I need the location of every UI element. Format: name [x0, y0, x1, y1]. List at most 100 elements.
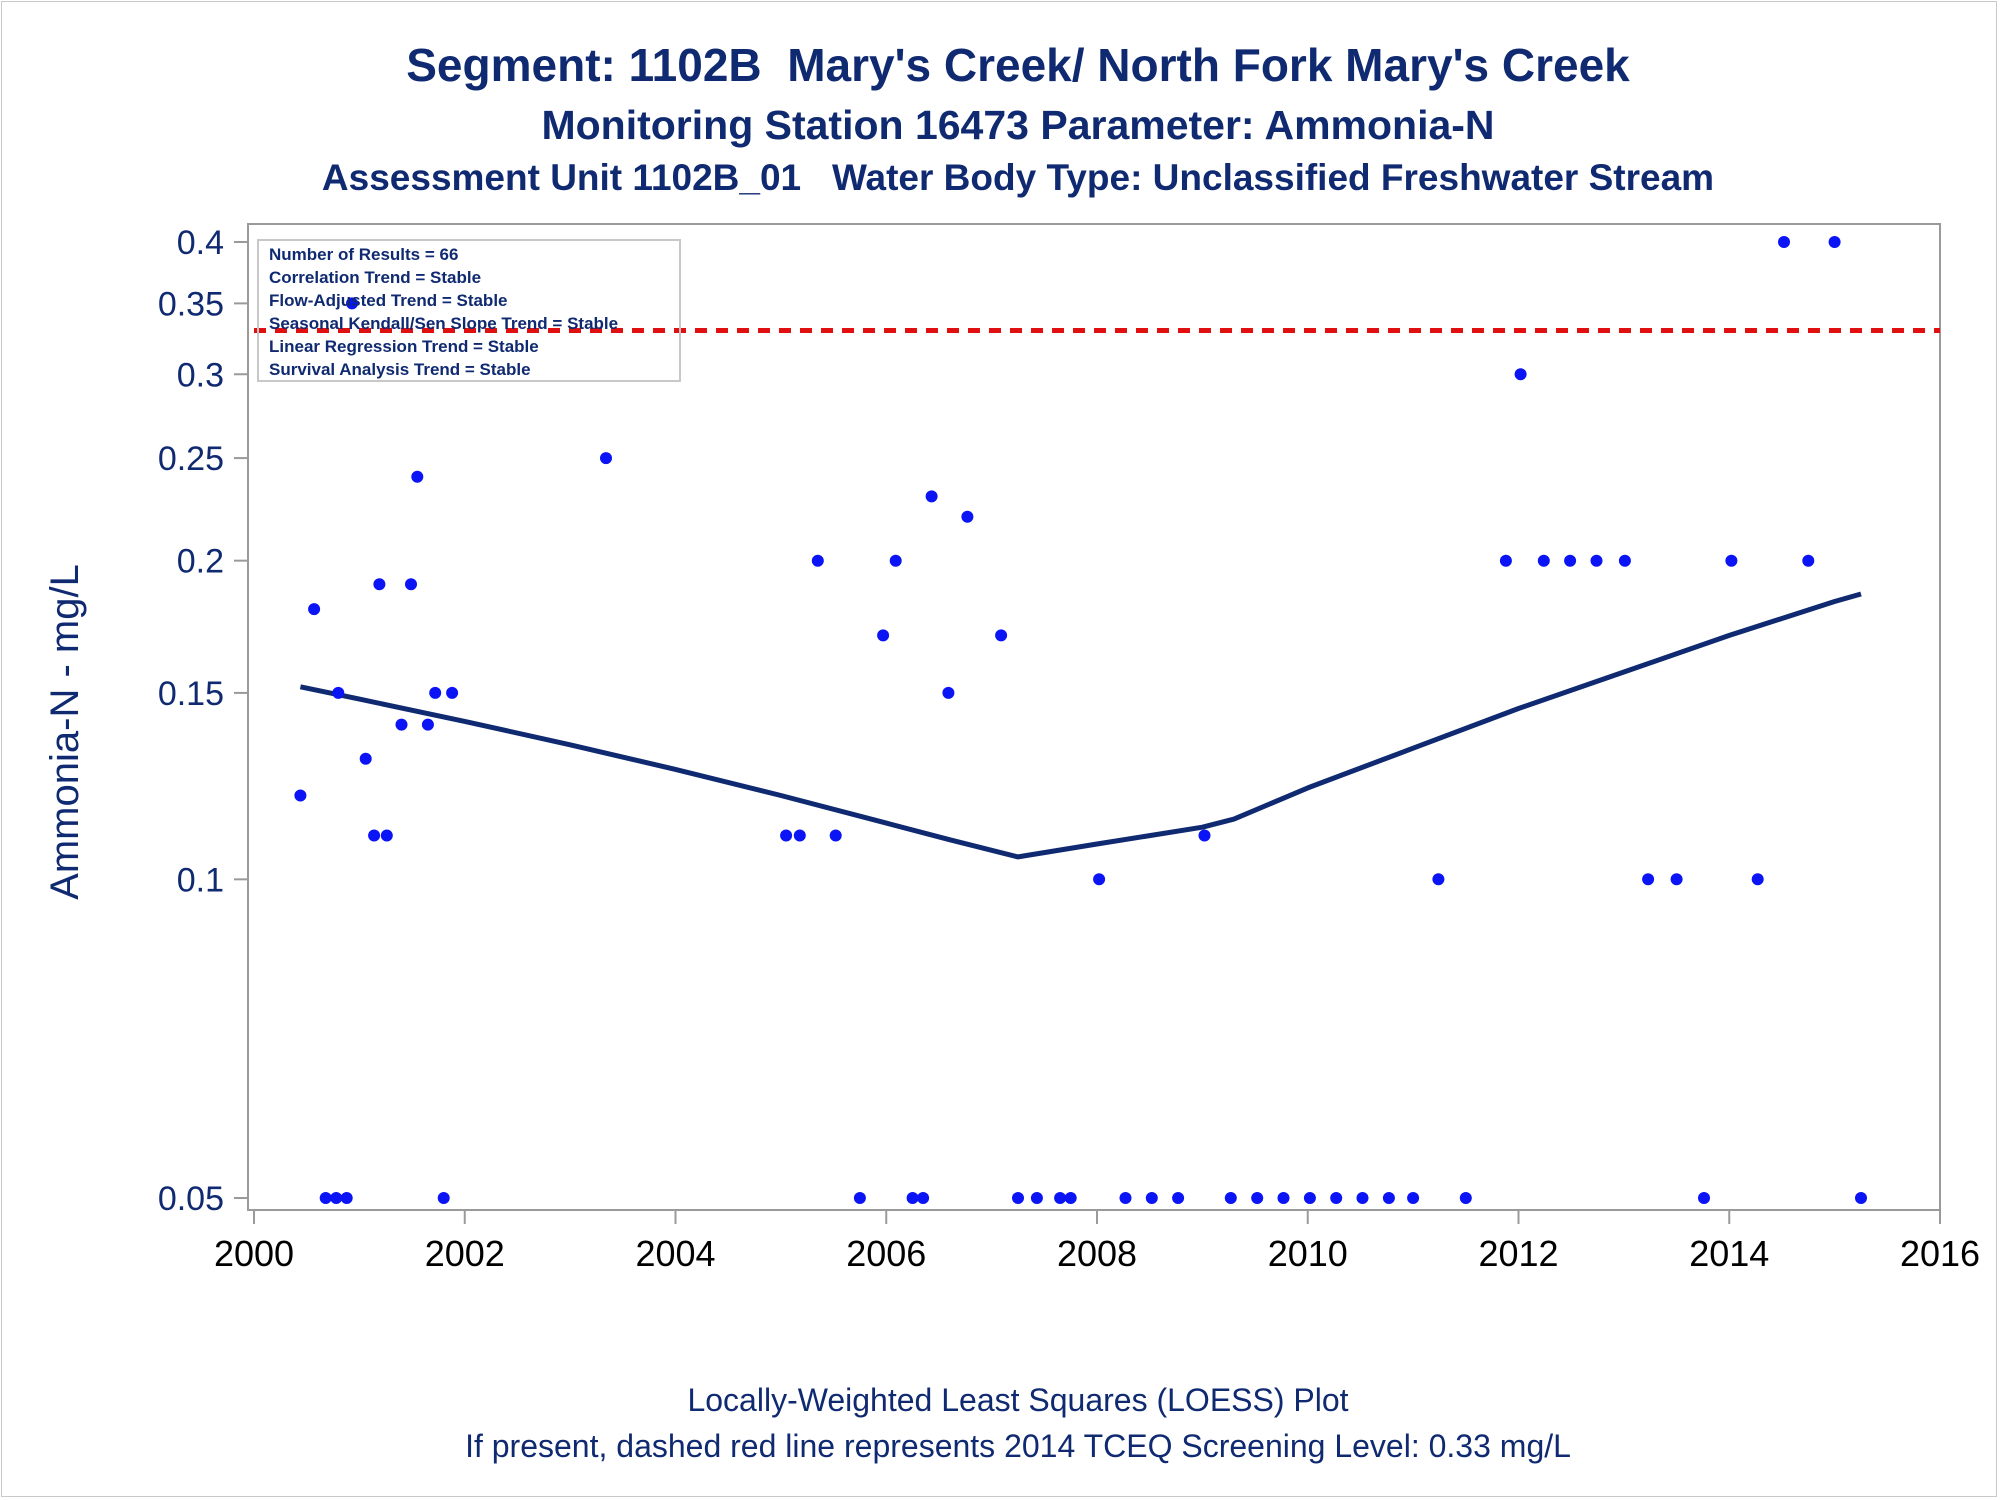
data-point [1670, 873, 1683, 886]
data-point [1564, 554, 1577, 567]
data-point [437, 1192, 450, 1204]
y-tick-label: 0.2 [177, 543, 224, 581]
stats-line: Linear Regression Trend = Stable [269, 337, 539, 356]
x-tick-label: 2014 [1689, 1233, 1769, 1274]
data-point [1224, 1192, 1237, 1204]
data-point [877, 629, 890, 642]
data-point [1802, 554, 1815, 567]
data-point [1119, 1192, 1132, 1204]
x-tick-label: 2006 [846, 1233, 926, 1274]
data-point [421, 718, 434, 731]
data-point [1828, 236, 1841, 248]
data-point [942, 686, 955, 699]
data-point [1277, 1192, 1290, 1204]
data-point [995, 629, 1008, 642]
data-point [1590, 554, 1603, 567]
stats-box: Number of Results = 66 Correlation Trend … [257, 239, 681, 382]
y-tick-label: 0.1 [177, 861, 224, 899]
data-point [1054, 1192, 1067, 1204]
data-point [1459, 1192, 1472, 1204]
data-point [1251, 1192, 1264, 1204]
stats-line: Survival Analysis Trend = Stable [269, 360, 531, 379]
stats-line: Number of Results = 66 [269, 245, 458, 264]
data-point [429, 686, 442, 699]
x-axis: 2000 2002 2004 2006 2008 2010 2012 2014 2016 [214, 1210, 1980, 1274]
data-point [1198, 829, 1211, 842]
y-axis: 0.05 0.1 0.15 0.2 0.25 0.3 0.35 0.4 [158, 224, 248, 1218]
chart-subtitle-station: Monitoring Station 16473 Parameter: Ammo… [541, 102, 1495, 148]
y-tick-label: 0.05 [158, 1180, 224, 1218]
data-point [780, 829, 793, 842]
data-point [373, 578, 386, 591]
data-point [829, 829, 842, 842]
data-point [1514, 368, 1527, 381]
chart-subtitle-assessment: Assessment Unit 1102B_01 Water Body Type… [321, 157, 1715, 198]
data-point [889, 554, 902, 567]
x-tick-label: 2016 [1900, 1233, 1980, 1274]
x-tick-label: 2010 [1268, 1233, 1348, 1274]
data-point [1855, 1192, 1867, 1204]
data-points-layer [294, 236, 1867, 1204]
data-point [368, 829, 381, 842]
data-point [925, 490, 938, 503]
footnote-screening-level: If present, dashed red line represents 2… [465, 1428, 1571, 1464]
x-tick-label: 2004 [635, 1233, 715, 1274]
data-point [1432, 873, 1445, 886]
data-point [1172, 1192, 1185, 1204]
x-tick-label: 2012 [1478, 1233, 1558, 1274]
chart-title: Segment: 1102B Mary's Creek/ North Fork … [406, 39, 1630, 91]
stats-line: Correlation Trend = Stable [269, 268, 481, 287]
data-point [395, 718, 408, 731]
data-point [308, 603, 321, 616]
stats-line: Seasonal Kendall/Sen Slope Trend = Stabl… [269, 314, 618, 333]
y-tick-label: 0.15 [158, 675, 224, 713]
data-point [411, 470, 424, 483]
footnote-loess: Locally-Weighted Least Squares (LOESS) P… [687, 1382, 1349, 1418]
data-point [1064, 1192, 1077, 1204]
data-point [1642, 873, 1655, 886]
data-point [346, 297, 358, 310]
plot-area [247, 223, 1941, 1211]
y-tick-label: 0.4 [177, 224, 224, 262]
loess-line [299, 591, 1862, 860]
data-point [1537, 554, 1550, 567]
x-tick-label: 2002 [425, 1233, 505, 1274]
data-point [1407, 1192, 1420, 1204]
data-point [405, 578, 417, 591]
data-point [1030, 1192, 1043, 1204]
y-tick-label: 0.35 [158, 285, 224, 323]
x-tick-label: 2000 [214, 1233, 294, 1274]
data-point [1303, 1192, 1316, 1204]
loess-layer [299, 591, 1862, 860]
data-point [961, 510, 974, 523]
data-point [359, 752, 372, 765]
data-point [1618, 554, 1631, 567]
data-point [1012, 1192, 1024, 1204]
data-point [1698, 1192, 1710, 1204]
data-point [1499, 554, 1512, 567]
data-point [811, 554, 824, 567]
data-point [1725, 554, 1738, 567]
stats-line: Flow-Adjusted Trend = Stable [269, 291, 508, 310]
data-point [1751, 873, 1764, 886]
data-point [917, 1192, 930, 1204]
data-point [906, 1192, 919, 1204]
data-point [1356, 1192, 1369, 1204]
y-tick-label: 0.25 [158, 440, 224, 478]
data-point [294, 789, 307, 802]
stats-box-border [257, 239, 681, 382]
data-point [446, 686, 459, 699]
data-point [853, 1192, 866, 1204]
data-point [340, 1192, 353, 1204]
data-point [1145, 1192, 1158, 1204]
data-point [1382, 1192, 1395, 1204]
data-point [332, 686, 345, 699]
data-point [600, 452, 612, 465]
data-point [1778, 236, 1790, 248]
y-axis-label: Ammonia-N - mg/L [43, 564, 87, 900]
data-point [330, 1192, 343, 1204]
data-point [380, 829, 393, 842]
x-tick-label: 2008 [1057, 1233, 1137, 1274]
